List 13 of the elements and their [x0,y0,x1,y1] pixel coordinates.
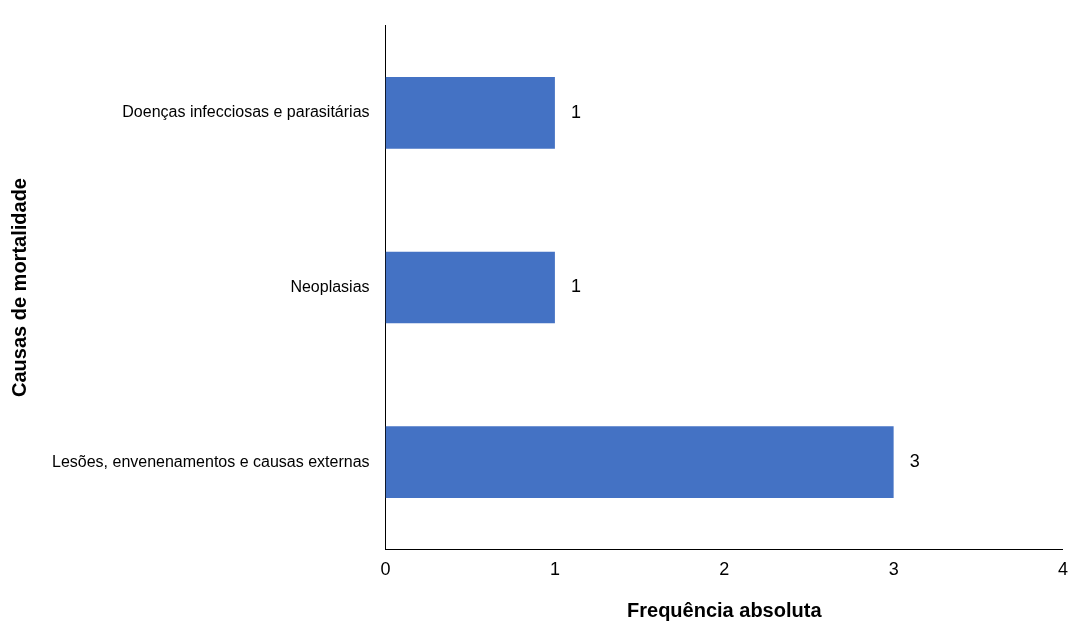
data-label: 1 [570,276,581,297]
data-label: 3 [909,451,920,472]
x-tick-label: 4 [1057,559,1068,580]
x-tick-label: 2 [719,559,730,580]
y-tick-label: Lesões, envenenamentos e causas externas [51,452,370,470]
x-tick-label: 1 [549,559,560,580]
data-label: 1 [570,101,581,122]
x-axis-title: Frequência absoluta [627,598,823,621]
x-tick-label: 3 [888,559,899,580]
y-tick-label: Neoplasias [290,277,370,295]
y-tick-label: Doenças infecciosas e parasitárias [122,103,370,121]
x-tick-label: 0 [380,559,391,580]
y-axis-title: Causas de mortalidade [7,178,30,397]
